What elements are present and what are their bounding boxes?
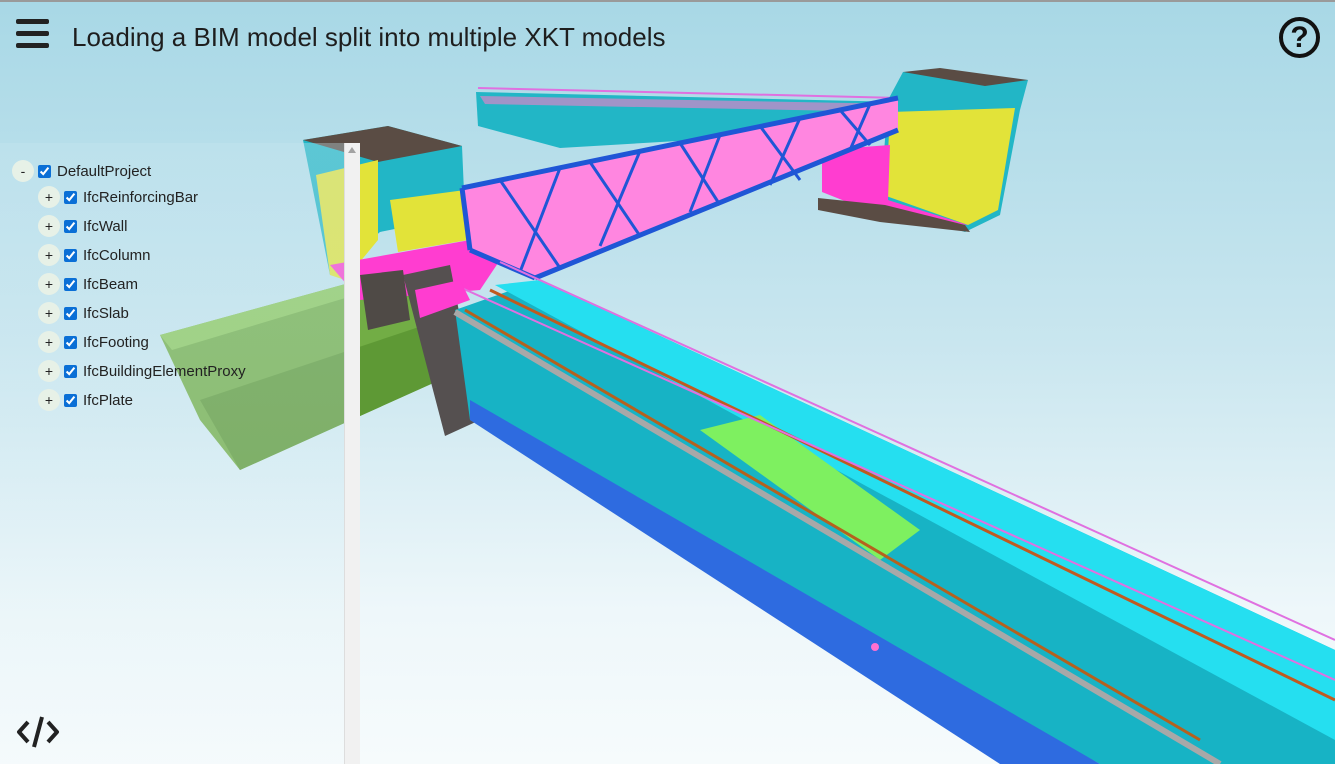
green-ramp-side — [200, 320, 440, 470]
bridge-marker — [871, 643, 879, 651]
scroll-up-arrow-icon[interactable] — [348, 147, 356, 153]
tree-root-label: DefaultProject — [57, 162, 152, 180]
tree-item-checkbox[interactable] — [64, 190, 77, 204]
tree-item-checkbox[interactable] — [64, 335, 77, 349]
truss-bottom-chord — [534, 127, 899, 281]
far-bridge-railing — [480, 96, 900, 112]
tree-item: + IfcFooting — [38, 331, 149, 353]
tree-expand-toggle[interactable]: + — [38, 389, 60, 411]
left-tower-glass-right — [390, 190, 468, 252]
main-bridge-underside — [470, 400, 1100, 764]
help-icon[interactable]: ? — [1279, 17, 1320, 58]
tree-item: + IfcPlate — [38, 389, 133, 411]
tree-collapse-toggle[interactable]: - — [12, 160, 34, 182]
tree-expand-toggle[interactable]: + — [38, 273, 60, 295]
green-ramp-top — [160, 280, 372, 350]
tree-item: + IfcColumn — [38, 244, 151, 266]
tree-item-checkbox[interactable] — [64, 306, 77, 320]
tree-item-checkbox[interactable] — [64, 219, 77, 233]
main-bridge-green-panel — [700, 415, 920, 560]
tree-item: + IfcWall — [38, 215, 127, 237]
far-railing-line — [477, 87, 904, 99]
tree-expand-toggle[interactable]: + — [38, 360, 60, 382]
code-icon[interactable] — [16, 714, 60, 750]
tree-expand-toggle[interactable]: + — [38, 244, 60, 266]
main-bridge-handrail-left — [464, 308, 1201, 742]
main-bridge-railing-top — [499, 261, 1335, 641]
object-tree-panel — [0, 143, 344, 764]
tree-item-checkbox[interactable] — [64, 364, 77, 378]
left-tower-roof — [303, 126, 462, 162]
tree-root-checkbox[interactable] — [38, 164, 51, 178]
tree-root: - DefaultProject — [12, 160, 151, 182]
tree-item-label: IfcFooting — [83, 333, 149, 351]
right-tower-glass — [886, 108, 1015, 225]
tree-item-label: IfcWall — [83, 217, 128, 235]
tree-item-label: IfcBeam — [83, 275, 139, 293]
tree-item: + IfcReinforcingBar — [38, 186, 198, 208]
tower-plinth — [360, 270, 410, 330]
tree-item-checkbox[interactable] — [64, 393, 77, 407]
hamburger-menu-icon[interactable] — [16, 19, 50, 49]
page-title: Loading a BIM model split into multiple … — [72, 22, 666, 52]
tree-scrollbar[interactable] — [344, 143, 360, 764]
main-bridge-handrail-right — [489, 288, 1335, 702]
tree-item-label: IfcBuildingElementProxy — [83, 362, 246, 380]
truss-end-post-left — [459, 187, 473, 251]
truss-diagonals — [498, 103, 872, 273]
right-tower-roof — [903, 68, 1028, 86]
right-tower-footing — [818, 198, 970, 232]
main-bridge-railing-outer — [454, 284, 1335, 681]
tree-item-checkbox[interactable] — [64, 277, 77, 291]
tree-item-label: IfcReinforcingBar — [83, 188, 199, 206]
tree-item: + IfcSlab — [38, 302, 129, 324]
window-top-border — [0, 0, 1335, 2]
tree-expand-toggle[interactable]: + — [38, 215, 60, 237]
tree-item: + IfcBuildingElementProxy — [38, 360, 246, 382]
tree-item-checkbox[interactable] — [64, 248, 77, 262]
help-glyph: ? — [1290, 21, 1309, 54]
tree-item-label: IfcPlate — [83, 391, 134, 409]
main-bridge-joint — [415, 280, 470, 318]
tree-item-label: IfcColumn — [83, 246, 151, 264]
tree-expand-toggle[interactable]: + — [38, 186, 60, 208]
tree-item-label: IfcSlab — [83, 304, 129, 322]
tree-expand-toggle[interactable]: + — [38, 302, 60, 324]
main-bridge-walkway-edge — [453, 309, 1222, 764]
tree-item: + IfcBeam — [38, 273, 138, 295]
tree-expand-toggle[interactable]: + — [38, 331, 60, 353]
